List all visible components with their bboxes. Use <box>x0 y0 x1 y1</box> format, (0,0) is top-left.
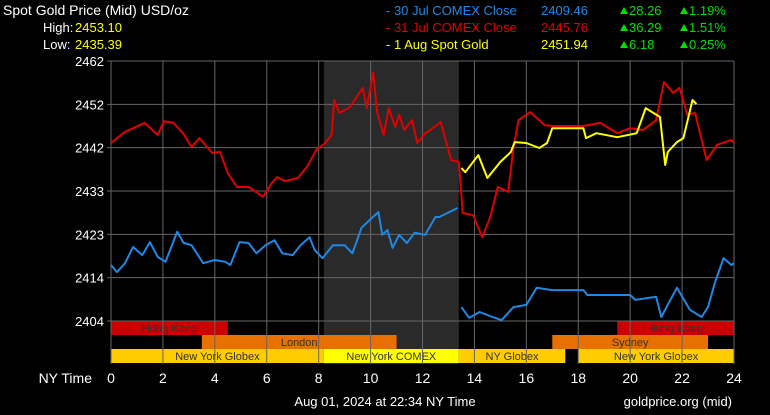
session-band <box>111 349 324 363</box>
series-line <box>460 99 698 179</box>
legend-change: 28.26 <box>629 3 662 18</box>
legend-value: 2451.94 <box>541 37 588 52</box>
legend: - 30 Jul COMEX Close 2409.46 28.26 1.19% - 3… <box>386 3 726 52</box>
session-band <box>458 349 566 363</box>
x-tick-label: 12 <box>415 370 431 386</box>
session-label: NY Globex <box>486 351 539 363</box>
y-tick-label: 2433 <box>75 184 104 199</box>
series-line <box>110 207 458 274</box>
triangle-up-icon <box>620 7 628 14</box>
footer-timestamp: Aug 01, 2024 at 22:34 NY Time <box>294 394 475 409</box>
footer-source[interactable]: goldprice.org (mid) <box>624 394 732 409</box>
legend-percent: 1.19% <box>689 3 726 18</box>
triangle-up-icon <box>620 41 628 48</box>
x-tick-label: 2 <box>159 370 167 386</box>
x-tick-label: 14 <box>467 370 483 386</box>
x-tick-label: 10 <box>363 370 379 386</box>
low-value: 2435.39 <box>75 37 122 52</box>
session-label: New York COMEX <box>346 351 437 363</box>
triangle-up-icon <box>680 7 688 14</box>
x-tick-label: 6 <box>263 370 271 386</box>
x-tick-label: 4 <box>211 370 219 386</box>
session-band <box>111 321 228 335</box>
y-tick-label: 2414 <box>75 271 104 286</box>
legend-label: - 1 Aug Spot Gold <box>386 37 489 52</box>
session-label: New York Globex <box>175 351 260 363</box>
y-tick-label: 2423 <box>75 227 104 242</box>
y-tick-label: 2442 <box>75 141 104 156</box>
low-label: Low: <box>43 37 70 52</box>
session-label: New York Globex <box>614 351 699 363</box>
triangle-up-icon <box>620 24 628 31</box>
session-band <box>578 349 734 363</box>
series-line <box>460 257 735 322</box>
session-band <box>323 349 459 363</box>
x-tick-label: 0 <box>107 370 115 386</box>
session-band <box>617 321 734 335</box>
y-tick-label: 2452 <box>75 97 104 112</box>
session-label: Hong Kong <box>648 323 703 335</box>
high-label: High: <box>43 20 73 35</box>
triangle-up-icon <box>680 24 688 31</box>
legend-label: - 31 Jul COMEX Close <box>386 20 517 35</box>
session-label: Hong Kong <box>142 323 197 335</box>
x-axis-label: NY Time <box>39 370 93 386</box>
header: Spot Gold Price (Mid) USD/oz High: 2453.… <box>3 2 189 52</box>
x-tick-label: 18 <box>570 370 586 386</box>
legend-label: - 30 Jul COMEX Close <box>386 3 517 18</box>
x-tick-label: 8 <box>315 370 323 386</box>
legend-value: 2445.76 <box>541 20 588 35</box>
y-tick-label: 2404 <box>75 314 104 329</box>
y-tick-label: 2462 <box>75 54 104 69</box>
legend-percent: 0.25% <box>689 37 726 52</box>
x-tick-label: 24 <box>726 370 742 386</box>
session-band <box>201 335 397 349</box>
legend-percent: 1.51% <box>689 20 726 35</box>
high-value: 2453.10 <box>75 20 122 35</box>
session-label: London <box>281 337 318 349</box>
chart-title: Spot Gold Price (Mid) USD/oz <box>3 2 189 18</box>
legend-change: 6.18 <box>629 37 654 52</box>
legend-value: 2409.46 <box>541 3 588 18</box>
comex-hours-shade <box>323 61 459 364</box>
x-tick-label: 20 <box>622 370 638 386</box>
x-tick-label: 16 <box>519 370 535 386</box>
legend-change: 36.29 <box>629 20 662 35</box>
x-tick-label: 22 <box>674 370 690 386</box>
triangle-up-icon <box>680 41 688 48</box>
